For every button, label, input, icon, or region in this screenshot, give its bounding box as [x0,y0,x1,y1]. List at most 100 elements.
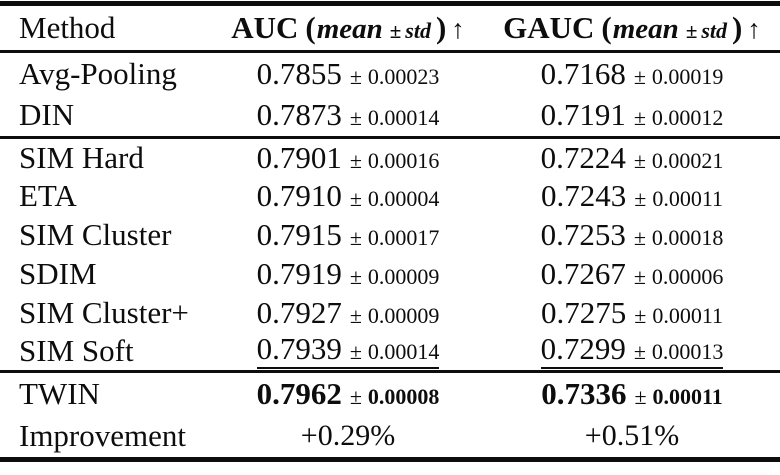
method-cell: SDIM [19,256,97,291]
close-paren: ) [732,10,743,45]
table-row-sim-hard: SIM Hard 0.7901 ±0.00016 0.7224 ±0.00021 [0,138,780,177]
std-value: 0.00018 [651,225,724,250]
std-value: 0.00011 [652,384,723,410]
plus-minus-sign: ± [349,339,362,365]
std-value: 0.00014 [367,105,440,131]
plus-minus-sign: ± [349,186,362,211]
table-row-sim-soft: SIM Soft 0.7939 ±0.00014 0.7299 ±0.00013 [0,333,780,372]
plus-minus-sign: ± [633,225,646,250]
method-cell: DIN [19,97,75,133]
mean-value: 0.7168 [540,55,626,91]
auc-cell: 0.7915 ±0.00017 [212,216,484,255]
plus-minus-sign: ± [349,384,362,410]
gauc-cell: 0.7224 ±0.00021 [484,138,780,177]
plus-minus-sign: ± [633,105,646,131]
std-value: 0.00021 [651,147,724,173]
close-paren: ) [435,10,447,45]
method-cell: Improvement [19,418,187,454]
mean-value: 0.7275 [540,295,627,330]
table-row-din: DIN 0.7873 ±0.00014 0.7191 ±0.00012 [0,95,780,138]
gauc-cell: 0.7275 ±0.00011 [484,294,780,333]
std-value: 0.00006 [651,264,724,289]
mean-value: 0.7927 [256,295,342,330]
plus-minus-sign: ± [633,147,646,173]
mean-value: 0.7224 [540,139,626,175]
method-cell: ETA [19,178,77,213]
auc-cell: 0.7873 ±0.00014 [212,95,484,138]
mean-value: 0.7901 [256,139,342,175]
improvement-value: +0.51% [584,419,680,453]
auc-cell: 0.7927 ±0.00009 [212,294,484,333]
std-value: 0.00009 [367,303,440,328]
gauc-cell: 0.7191 ±0.00012 [484,95,780,138]
auc-cell: 0.7855 ±0.00023 [212,52,484,95]
mean-value: 0.7873 [256,97,342,133]
auc-cell: 0.7910 ±0.00004 [212,177,484,216]
plus-minus-sign: ± [349,105,362,131]
method-cell: Avg-Pooling [19,55,177,91]
gauc-cell: 0.7168 ±0.00019 [484,52,780,95]
gauc-cell: 0.7267 ±0.00006 [484,255,780,294]
std-value: 0.00019 [651,63,724,89]
open-paren: ( [305,10,316,45]
auc-cell: 0.7939 ±0.00014 [212,333,484,372]
std-value: 0.00023 [367,63,440,89]
method-cell: TWIN [19,376,100,412]
open-paren: ( [601,10,612,45]
up-arrow-icon: ↑ [747,14,761,44]
auc-cell: 0.7919 ±0.00009 [212,255,484,294]
table-row-twin: TWIN 0.7962 ±0.00008 0.7336 ±0.00011 [0,372,780,416]
table-row-sdim: SDIM 0.7919 ±0.00009 0.7267 ±0.00006 [0,255,780,294]
table-body: Avg-Pooling 0.7855 ±0.00023 0.7168 ±0.0001… [0,52,780,460]
up-arrow-icon: ↑ [451,14,465,44]
mean-value: 0.7915 [256,217,342,252]
mean-label: mean [612,13,679,45]
mean-label: mean [316,13,383,45]
auc-cell: +0.29% [212,416,484,460]
improvement-value: +0.29% [300,419,396,453]
table-row-improvement: Improvement +0.29% +0.51% [0,416,780,460]
std-value: 0.00016 [367,147,440,173]
table-row-eta: ETA 0.7910 ±0.00004 0.7243 ±0.00011 [0,177,780,216]
plus-minus-sign: ± [389,19,402,43]
std-value: 0.00011 [652,303,723,328]
mean-value: 0.7962 [256,376,342,412]
std-value: 0.00014 [367,339,440,365]
std-label: std [701,18,728,43]
std-value: 0.00012 [651,105,724,131]
plus-minus-sign: ± [634,186,647,211]
results-table: Method AUC (mean ± std) ↑ GAUC (mean ± std) ↑ Av… [0,1,780,462]
plus-minus-sign: ± [349,63,362,89]
plus-minus-sign: ± [349,303,362,328]
gauc-cell: +0.51% [484,416,780,460]
std-label: std [405,18,431,43]
method-cell: SIM Cluster [19,217,172,252]
mean-value: 0.7919 [256,256,342,291]
mean-value: 0.7855 [256,55,342,91]
mean-value: 0.7939 [256,331,342,367]
std-value: 0.00008 [367,384,440,410]
plus-minus-sign: ± [633,339,646,365]
mean-value: 0.7267 [540,256,626,291]
mean-value: 0.7253 [540,217,626,252]
plus-minus-sign: ± [349,225,362,250]
plus-minus-sign: ± [634,303,647,328]
table-row-sim-cluster-plus: SIM Cluster+ 0.7927 ±0.00009 0.7275 ±0.000… [0,294,780,333]
plus-minus-sign: ± [634,384,647,410]
auc-cell: 0.7901 ±0.00016 [212,138,484,177]
table-header: Method AUC (mean ± std) ↑ GAUC (mean ± std) ↑ [0,4,780,52]
col-header-method: Method [19,10,116,45]
method-cell: SIM Hard [19,139,144,175]
runner-up-underline: 0.7939 ±0.00014 [256,331,440,370]
header-row: Method AUC (mean ± std) ↑ GAUC (mean ± std) ↑ [0,4,780,52]
mean-value: 0.7243 [540,178,627,213]
auc-label: AUC [231,10,299,45]
col-header-auc: AUC (mean ± std) ↑ [212,4,484,52]
std-value: 0.00013 [651,339,724,365]
plus-minus-sign: ± [349,264,362,289]
method-cell: SIM Cluster+ [19,295,189,330]
mean-value: 0.7910 [256,178,342,213]
mean-value: 0.7336 [541,376,627,412]
mean-value: 0.7299 [540,331,626,367]
std-value: 0.00009 [367,264,440,289]
